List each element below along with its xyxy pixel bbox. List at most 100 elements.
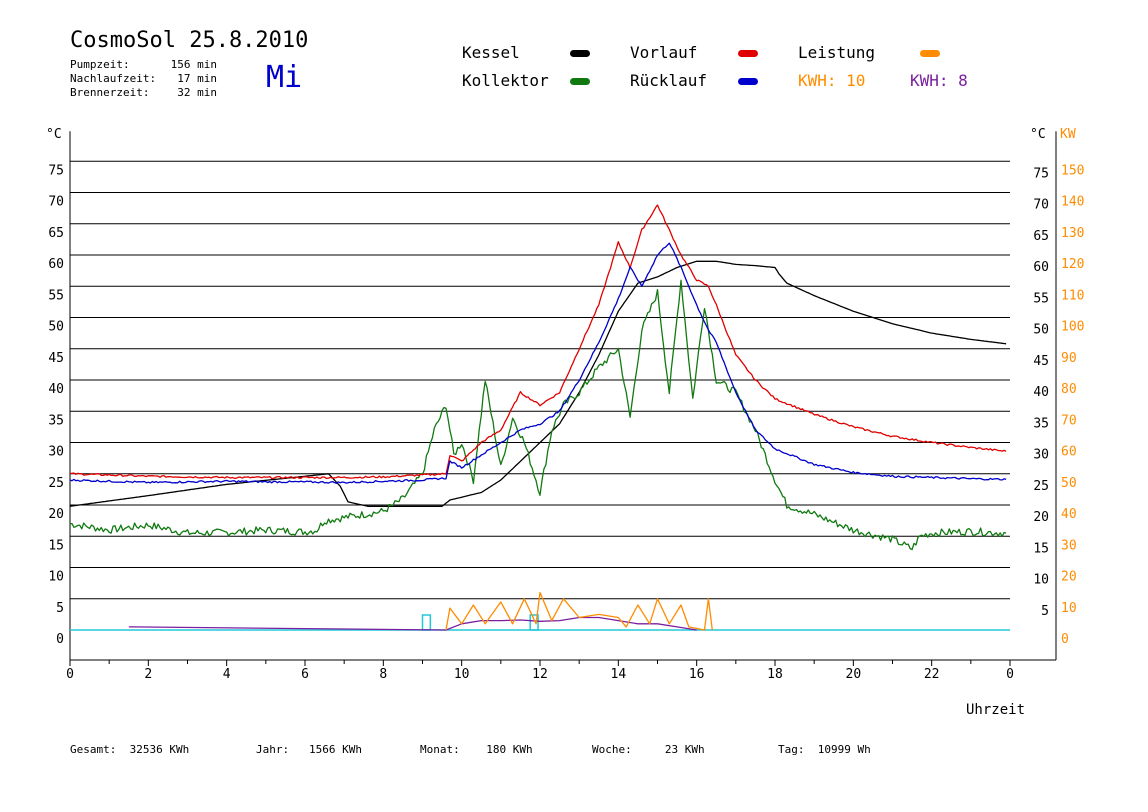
series-kessel: [69, 260, 1007, 507]
x-tick-label: 0: [66, 667, 74, 682]
y-tick-label-right-temp: 10: [1033, 573, 1049, 588]
y-tick-label-right-temp: 5: [1041, 604, 1049, 619]
footer-jahr: Jahr: 1566 KWh: [256, 743, 362, 756]
footer-gesamt: Gesamt: 32536 KWh: [70, 743, 190, 756]
legend-swatch-kessel: [570, 50, 590, 57]
legend-swatch-vorlauf: [738, 50, 758, 57]
day-label: Mi: [266, 60, 303, 95]
x-tick-label: 0: [1006, 667, 1014, 682]
y-tick-label-left: 45: [48, 351, 64, 366]
x-tick-label: 8: [379, 667, 387, 682]
y-tick-label-right-power: 20: [1061, 570, 1077, 585]
y-tick-label-left: 0: [56, 632, 64, 647]
chart-title: CosmoSol 25.8.2010: [70, 28, 309, 53]
kwh-purple: KWH: 8: [910, 71, 968, 90]
x-tick-label: 18: [767, 667, 783, 682]
y-tick-label-right-power: 40: [1061, 507, 1077, 522]
y-tick-label-right-power: 100: [1061, 320, 1084, 335]
pump-pulse: [529, 614, 539, 631]
y-tick-label-left: 55: [48, 288, 64, 303]
y-tick-label-left: 30: [48, 445, 64, 460]
x-tick-label: 20: [846, 667, 862, 682]
x-axis-label: Uhrzeit: [966, 702, 1026, 718]
legend-label-vorlauf: Vorlauf: [630, 43, 698, 62]
y-tick-label-right-temp: 45: [1033, 354, 1049, 369]
footer-woche: Woche: 23 KWh: [592, 743, 705, 756]
y-tick-label-right-power: 60: [1061, 445, 1077, 460]
series-kollektor: [69, 279, 1007, 551]
y-tick-label-right-power: 90: [1061, 351, 1077, 366]
y-tick-label-right-temp: 65: [1033, 229, 1049, 244]
y-unit-left: °C: [46, 127, 62, 142]
kwh-orange: KWH: 10: [798, 71, 866, 90]
tick-labels: 0 2 4 6 8 10 12 14 16 18 20 22 005101520253035404550…: [48, 163, 1084, 682]
y-tick-label-left: 35: [48, 413, 64, 428]
y-unit-right-power: KW: [1060, 127, 1076, 142]
legend-label-leistung: Leistung: [798, 43, 876, 62]
x-tick-label: 6: [301, 667, 309, 682]
y-tick-label-left: 5: [56, 601, 64, 616]
series-leistung: [445, 591, 713, 631]
y-tick-label-left: 70: [48, 195, 64, 210]
legend-swatch-leistung: [920, 50, 940, 57]
x-tick-label: 16: [689, 667, 705, 682]
y-tick-label-right-power: 70: [1061, 413, 1077, 428]
legend-label-ruecklauf: Rücklauf: [630, 71, 708, 90]
stat-row: Brennerzeit:: [70, 86, 150, 99]
footer-monat: Monat: 180 KWh: [420, 743, 533, 756]
y-tick-label-right-temp: 75: [1033, 166, 1049, 181]
y-tick-label-left: 50: [48, 320, 64, 335]
x-tick-label: 4: [223, 667, 231, 682]
y-tick-label-right-power: 130: [1061, 226, 1084, 241]
y-tick-label-right-power: 0: [1061, 632, 1069, 647]
axes: [69, 131, 1057, 666]
series-kwh-8: [128, 616, 697, 631]
x-tick-label: 12: [532, 667, 548, 682]
y-tick-label-left: 75: [48, 163, 64, 178]
y-tick-label-right-temp: 20: [1033, 510, 1049, 525]
legend-swatch-ruecklauf: [738, 78, 758, 85]
stat-value: 17 min: [177, 72, 217, 85]
y-tick-label-right-temp: 30: [1033, 448, 1049, 463]
legend-swatch-kollektor: [570, 78, 590, 85]
y-tick-label-right-power: 140: [1061, 195, 1084, 210]
y-tick-label-right-power: 10: [1061, 601, 1077, 616]
y-tick-label-right-temp: 70: [1033, 198, 1049, 213]
y-tick-label-right-temp: 25: [1033, 479, 1049, 494]
y-tick-label-left: 25: [48, 476, 64, 491]
y-tick-label-right-temp: 15: [1033, 541, 1049, 556]
y-tick-label-left: 40: [48, 382, 64, 397]
y-tick-label-right-power: 50: [1061, 476, 1077, 491]
y-tick-label-right-power: 110: [1061, 288, 1084, 303]
x-tick-label: 22: [924, 667, 940, 682]
stat-value: 156 min: [170, 58, 217, 71]
y-tick-label-right-temp: 35: [1033, 416, 1049, 431]
y-tick-label-left: 60: [48, 257, 64, 272]
y-tick-label-left: 65: [48, 226, 64, 241]
footer-tag: Tag: 10999 Wh: [778, 743, 871, 756]
series-vorlauf: [70, 204, 1007, 480]
legend-label-kessel: Kessel: [462, 43, 520, 62]
x-tick-label: 10: [454, 667, 470, 682]
stat-row: Pumpzeit:: [70, 58, 130, 71]
series-r-cklauf: [69, 242, 1007, 484]
stat-row: Nachlaufzeit:: [70, 72, 157, 85]
y-tick-label-left: 20: [48, 507, 64, 522]
y-tick-label-right-temp: 50: [1033, 323, 1049, 338]
y-unit-right-temp: °C: [1030, 127, 1046, 142]
pump-pulse: [421, 614, 432, 631]
y-tick-label-right-power: 150: [1061, 163, 1084, 178]
y-tick-label-right-power: 30: [1061, 538, 1077, 553]
y-tick-label-left: 10: [48, 570, 64, 585]
y-tick-label-left: 15: [48, 538, 64, 553]
x-tick-label: 14: [611, 667, 627, 682]
stat-value: 32 min: [177, 86, 217, 99]
y-tick-label-right-temp: 55: [1033, 291, 1049, 306]
y-tick-label-right-power: 80: [1061, 382, 1077, 397]
x-tick-label: 2: [144, 667, 152, 682]
y-tick-label-right-temp: 60: [1033, 260, 1049, 275]
legend-label-kollektor: Kollektor: [462, 71, 549, 90]
series-group: [69, 204, 1010, 631]
y-tick-label-right-temp: 40: [1033, 385, 1049, 400]
